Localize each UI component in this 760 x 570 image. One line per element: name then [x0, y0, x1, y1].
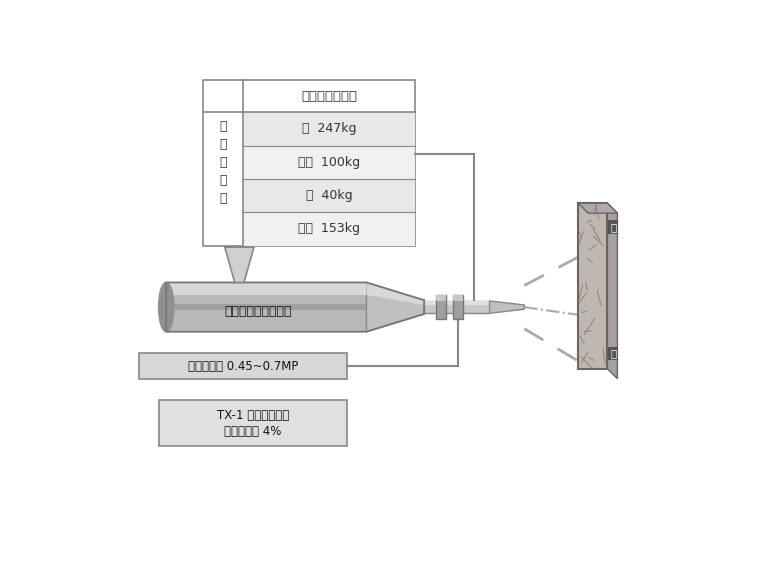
- Bar: [243, 112, 415, 145]
- Text: 面: 面: [610, 348, 616, 359]
- Bar: [243, 179, 415, 212]
- Text: 水泥用量的 4%: 水泥用量的 4%: [224, 425, 281, 438]
- Polygon shape: [489, 301, 524, 314]
- Bar: [578, 203, 607, 369]
- Bar: [454, 295, 463, 319]
- Bar: [243, 212, 415, 246]
- Bar: [203, 80, 415, 246]
- Polygon shape: [578, 203, 617, 213]
- Text: 水泥  100kg: 水泥 100kg: [298, 156, 360, 169]
- Text: 石子  153kg: 石子 153kg: [298, 222, 360, 235]
- Polygon shape: [607, 203, 617, 378]
- Text: 岩: 岩: [610, 222, 616, 232]
- Text: 砂  247kg: 砂 247kg: [302, 123, 356, 136]
- Bar: [139, 353, 347, 380]
- Polygon shape: [366, 283, 424, 305]
- Text: 湿喷式混凝土喷射机: 湿喷式混凝土喷射机: [225, 305, 293, 318]
- Bar: [243, 145, 415, 179]
- Text: 可参考的配合比: 可参考的配合比: [301, 89, 357, 103]
- Polygon shape: [366, 283, 424, 332]
- Ellipse shape: [159, 283, 174, 332]
- Polygon shape: [225, 247, 254, 283]
- Text: TX-1 型液体速凝剂: TX-1 型液体速凝剂: [217, 409, 289, 422]
- Bar: [436, 295, 445, 319]
- Text: 水  40kg: 水 40kg: [306, 189, 353, 202]
- Bar: [454, 295, 463, 301]
- Bar: [159, 400, 347, 446]
- Bar: [424, 301, 489, 314]
- Bar: [166, 307, 366, 332]
- Bar: [166, 283, 366, 295]
- Bar: [436, 295, 445, 301]
- Text: 风压控制在 0.45~0.7MP: 风压控制在 0.45~0.7MP: [188, 360, 299, 373]
- Bar: [424, 301, 489, 304]
- Text: 混
凝
土
拌
合: 混 凝 土 拌 合: [220, 120, 227, 205]
- Bar: [166, 304, 366, 310]
- Bar: [166, 283, 366, 332]
